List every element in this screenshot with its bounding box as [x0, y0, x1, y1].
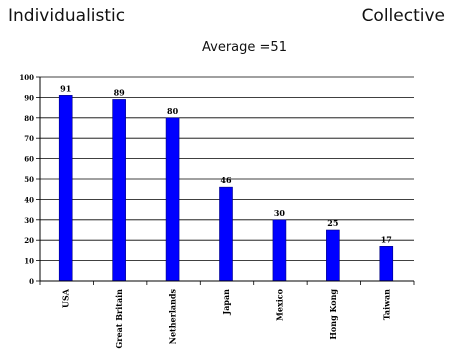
y-tick-label: 40	[24, 195, 34, 204]
category-label: Japan	[221, 289, 231, 316]
bar	[58, 95, 73, 282]
bar	[165, 117, 180, 282]
labels: 0 10 20 30 40 50 60 70 80 90 100 91 USA 89 Great Brita…	[19, 73, 391, 349]
collective-label: Collective	[361, 6, 445, 26]
data-label: 46	[220, 175, 232, 185]
data-label: 80	[167, 106, 179, 116]
category-label: Hong Kong	[328, 289, 338, 340]
data-label: 91	[60, 83, 71, 93]
data-label: 30	[274, 208, 286, 218]
y-tick-label: 80	[24, 114, 34, 123]
y-tick-label: 10	[24, 257, 34, 266]
data-label: 89	[114, 87, 126, 97]
average-label: Average =51	[202, 40, 287, 55]
y-tick-label: 100	[19, 73, 34, 82]
y-tick-label: 90	[24, 93, 34, 102]
category-label: Great Britain	[114, 289, 124, 349]
data-label: 17	[381, 234, 392, 244]
individualistic-label: Individualistic	[8, 6, 126, 26]
bar	[112, 99, 126, 282]
bar	[272, 219, 287, 282]
bar	[379, 246, 394, 282]
y-tick-label: 50	[24, 175, 34, 184]
bars	[58, 95, 394, 282]
y-tick-label: 70	[24, 134, 34, 143]
data-label: 25	[327, 218, 338, 228]
category-label: USA	[61, 288, 71, 308]
axes	[36, 76, 415, 285]
category-label: Taiwan	[381, 289, 391, 320]
bar	[219, 186, 233, 282]
y-tick-label: 30	[24, 216, 34, 225]
category-label: Mexico	[274, 288, 284, 321]
category-label: Netherlands	[168, 289, 178, 345]
bar	[326, 229, 340, 282]
y-tick-label: 0	[29, 277, 34, 286]
y-tick-label: 60	[24, 155, 34, 164]
y-tick-label: 20	[24, 236, 34, 245]
